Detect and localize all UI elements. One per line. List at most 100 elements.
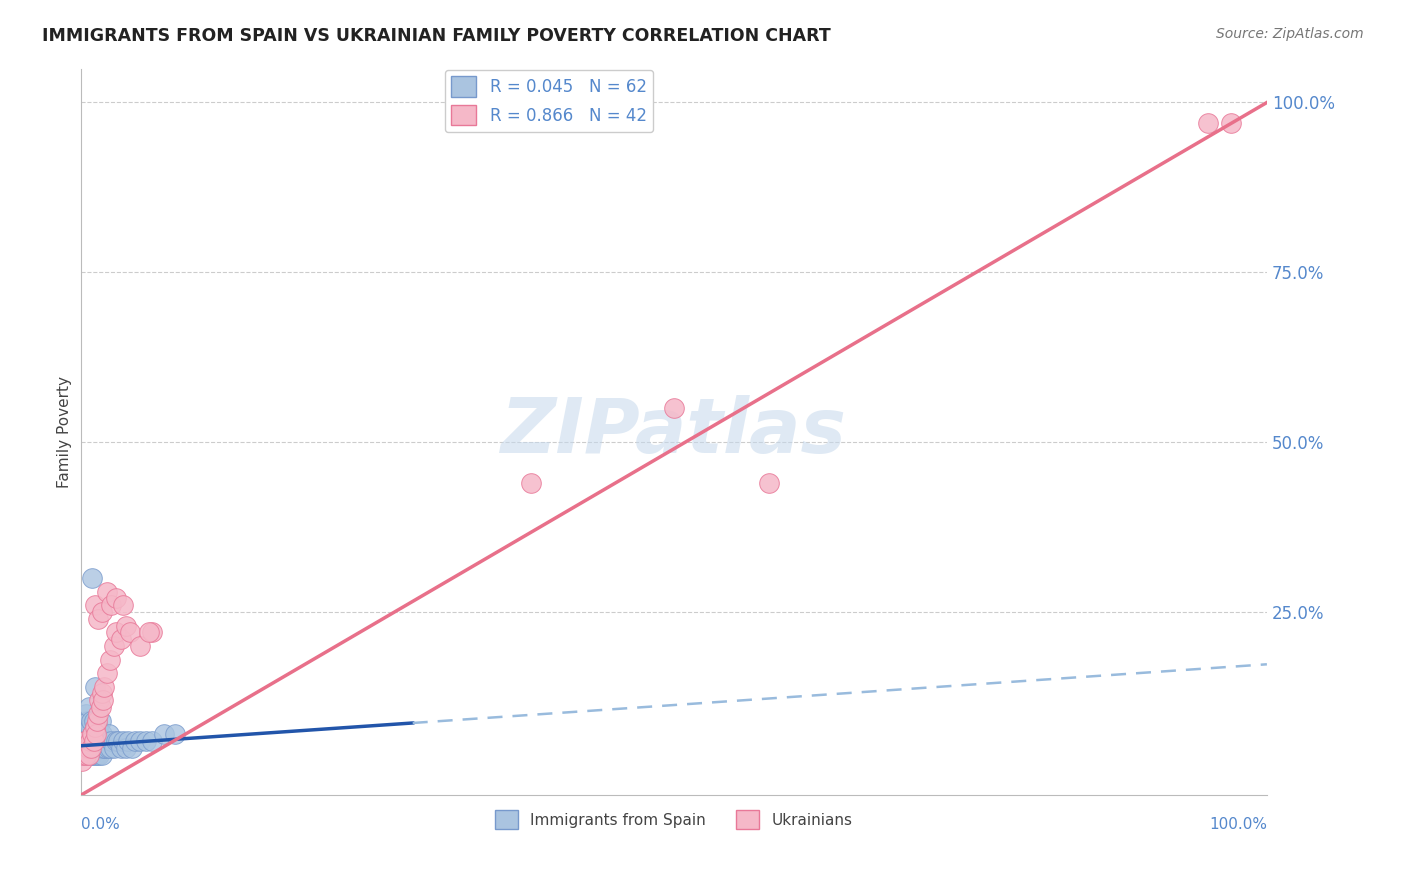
Point [83,727,105,741]
Y-axis label: Family Poverty: Family Poverty [58,376,72,488]
Point [77,747,100,762]
Point [93,734,115,748]
Point [138,625,160,640]
Point [90,605,112,619]
Point [70,747,93,762]
Point [117,734,139,748]
Point [72,740,94,755]
Point [76,740,98,755]
Text: Source: ZipAtlas.com: Source: ZipAtlas.com [1216,27,1364,41]
Point [112,734,135,748]
Point [70,755,93,769]
Point [110,740,132,755]
Point [86,734,108,748]
Point [82,747,104,762]
Point [89,747,111,762]
Point [758,475,780,490]
Point [1220,116,1243,130]
Point [82,727,104,741]
Point [121,740,143,755]
Point [105,625,128,640]
Point [100,734,122,748]
Point [98,652,121,666]
Point [83,747,105,762]
Text: 100.0%: 100.0% [1209,817,1267,832]
Point [83,721,105,735]
Point [84,721,107,735]
Point [90,727,112,741]
Point [86,714,108,728]
Point [98,740,121,755]
Point [83,734,105,748]
Point [80,747,103,762]
Point [94,740,117,755]
Point [83,714,105,728]
Text: 0.0%: 0.0% [80,817,120,832]
Point [75,747,97,762]
Point [152,727,174,741]
Point [75,734,97,748]
Point [91,693,114,707]
Point [520,475,543,490]
Point [90,714,112,728]
Point [80,714,103,728]
Point [105,591,128,606]
Point [72,747,94,762]
Point [75,706,97,721]
Point [84,727,107,741]
Point [90,686,112,700]
Text: ZIPatlas: ZIPatlas [501,395,846,469]
Point [90,740,112,755]
Point [83,598,105,612]
Point [76,714,98,728]
Point [75,734,97,748]
Point [93,680,115,694]
Point [103,639,125,653]
Point [77,747,100,762]
Point [86,747,108,762]
Point [135,734,157,748]
Point [76,740,98,755]
Point [79,734,101,748]
Point [87,706,110,721]
Point [110,632,132,647]
Point [105,734,128,748]
Point [73,727,96,741]
Point [141,734,163,748]
Point [124,734,146,748]
Point [87,740,110,755]
Point [114,740,136,755]
Point [75,740,97,755]
Point [89,693,111,707]
Point [98,727,121,741]
Point [79,740,101,755]
Point [96,666,118,681]
Legend: Immigrants from Spain, Ukrainians: Immigrants from Spain, Ukrainians [489,805,859,835]
Point [82,571,104,585]
Point [128,639,150,653]
Point [73,740,96,755]
Point [97,740,120,755]
Point [100,598,122,612]
Point [114,618,136,632]
Point [662,401,685,416]
Point [89,727,111,741]
Point [79,721,101,735]
Point [141,625,163,640]
Point [72,721,94,735]
Point [82,727,104,741]
Point [112,598,135,612]
Point [84,740,107,755]
Point [1197,116,1219,130]
Point [80,740,103,755]
Point [87,612,110,626]
Point [96,734,118,748]
Text: IMMIGRANTS FROM SPAIN VS UKRAINIAN FAMILY POVERTY CORRELATION CHART: IMMIGRANTS FROM SPAIN VS UKRAINIAN FAMIL… [42,27,831,45]
Point [165,727,187,741]
Point [77,727,100,741]
Point [103,740,125,755]
Point [75,734,97,748]
Point [75,747,97,762]
Point [87,721,110,735]
Point [80,734,103,748]
